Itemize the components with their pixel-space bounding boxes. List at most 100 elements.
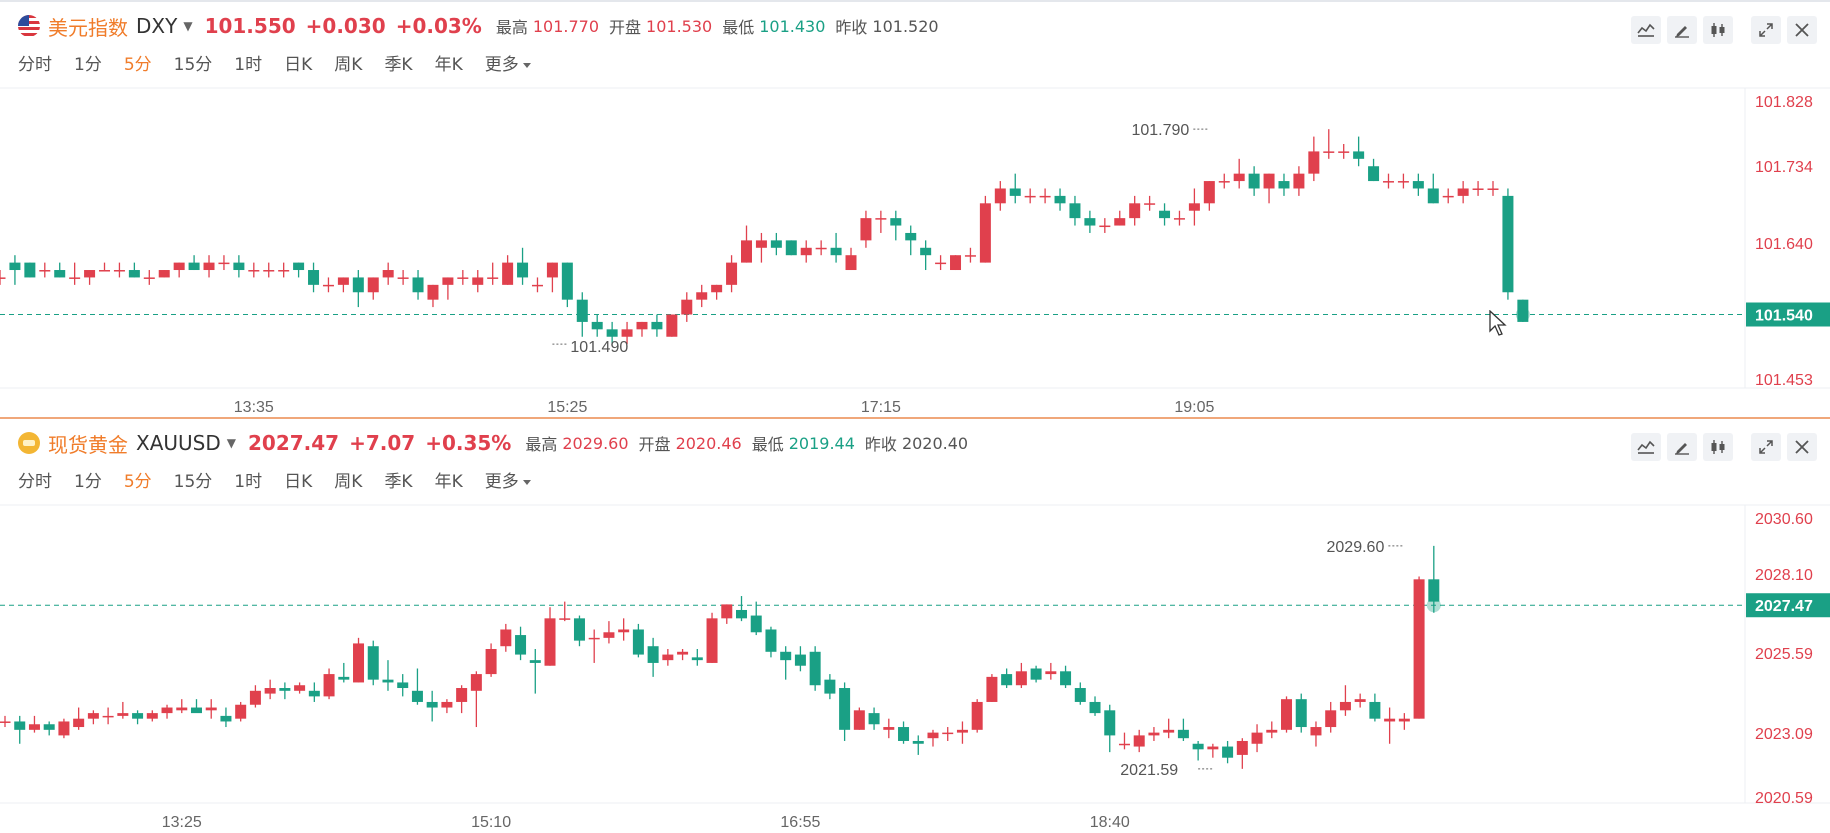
- expand-icon[interactable]: [1751, 433, 1781, 461]
- period-tabs: 分时 1分 5分 15分 1时 日K 周K 季K 年K 更多: [18, 50, 553, 75]
- candle-body: [1398, 718, 1410, 722]
- candle-body: [868, 713, 880, 725]
- indicator-icon[interactable]: [1631, 16, 1661, 44]
- tab-yearly[interactable]: 年K: [434, 55, 463, 75]
- candle-body: [173, 262, 185, 271]
- tab-more[interactable]: 更多: [485, 50, 531, 75]
- tab-daily[interactable]: 日K: [284, 472, 313, 492]
- candle-body: [14, 721, 26, 730]
- candle-body: [691, 657, 703, 661]
- candle-body: [248, 270, 260, 272]
- candle-body: [1173, 218, 1185, 220]
- candle-body: [235, 704, 247, 719]
- tab-daily[interactable]: 日K: [284, 55, 313, 75]
- x-tick-label: 17:15: [861, 399, 901, 416]
- expand-icon[interactable]: [1751, 16, 1781, 44]
- instrument-name[interactable]: 现货黄金: [48, 432, 128, 457]
- tab-15min[interactable]: 15分: [173, 472, 213, 492]
- high-value: 101.770: [532, 16, 600, 36]
- candle-body: [367, 646, 379, 680]
- candle-body: [84, 270, 96, 278]
- draw-pen-icon[interactable]: [1667, 433, 1697, 461]
- tab-timeshare[interactable]: 分时: [18, 55, 52, 75]
- tab-quarterly[interactable]: 季K: [384, 472, 413, 492]
- tab-5min[interactable]: 5分: [123, 55, 152, 75]
- tab-yearly[interactable]: 年K: [434, 472, 463, 492]
- candle-body: [382, 679, 394, 683]
- candle-body: [1024, 195, 1036, 198]
- tab-1min[interactable]: 1分: [74, 55, 102, 75]
- draw-pen-icon[interactable]: [1667, 16, 1697, 44]
- gold-coin-icon: [18, 432, 40, 454]
- candle-body: [502, 262, 514, 285]
- candle-body: [573, 618, 585, 641]
- candle-body: [800, 247, 812, 256]
- candle-body: [102, 715, 114, 718]
- last-price: 2027.47: [248, 431, 340, 455]
- instrument-code[interactable]: XAUUSD: [136, 431, 221, 455]
- candle-body: [69, 277, 81, 279]
- xauusd-candlestick-chart[interactable]: 2030.60 2028.10 2025.59 2023.09 2020.59 2027.…: [0, 419, 1830, 833]
- close-icon[interactable]: [1787, 16, 1817, 44]
- tab-1min[interactable]: 1分: [74, 472, 102, 492]
- candle-body: [470, 674, 482, 691]
- candle-body: [397, 682, 409, 689]
- candle-body: [1084, 218, 1096, 226]
- candle-body: [1397, 181, 1409, 183]
- candle-body: [666, 314, 678, 337]
- dxy-candlestick-chart[interactable]: 101.828 101.734 101.640 101.453 101.540 101.7…: [0, 2, 1830, 419]
- candle-body: [441, 701, 453, 708]
- max-price-label: 2029.60: [1327, 539, 1385, 556]
- open-label: 开盘: [638, 435, 671, 454]
- last-price-glow: [1426, 598, 1441, 613]
- candle-body: [1413, 579, 1425, 719]
- tab-quarterly[interactable]: 季K: [384, 55, 413, 75]
- prev-close-label: 昨收: [835, 18, 868, 37]
- candle-body: [1308, 151, 1320, 174]
- candle-body: [352, 277, 364, 293]
- chevron-down-icon[interactable]: ▼: [226, 436, 236, 450]
- candle-body: [912, 740, 924, 744]
- candle-body: [1039, 195, 1051, 198]
- tab-15min[interactable]: 15分: [173, 55, 213, 75]
- candle-body: [322, 284, 334, 287]
- instrument-code[interactable]: DXY: [136, 14, 178, 38]
- tab-1hour[interactable]: 1时: [234, 55, 263, 75]
- candle-body: [830, 247, 842, 256]
- instrument-name[interactable]: 美元指数: [48, 15, 128, 40]
- candle-body: [815, 247, 827, 250]
- candle-body: [1074, 688, 1086, 702]
- tab-1hour[interactable]: 1时: [234, 472, 263, 492]
- candle-type-icon[interactable]: [1703, 16, 1733, 44]
- min-price-label: 2021.59: [1120, 762, 1178, 779]
- candle-body: [1353, 151, 1365, 159]
- candle-body: [176, 707, 188, 711]
- candle-body: [785, 240, 797, 256]
- candle-type-icon[interactable]: [1703, 433, 1733, 461]
- candle-body: [1207, 746, 1219, 750]
- candle-body: [1177, 729, 1189, 739]
- candle-body: [755, 240, 767, 248]
- candle-body: [770, 240, 782, 248]
- candle-body: [1354, 699, 1366, 702]
- open-value: 2020.46: [675, 433, 742, 453]
- candle-body: [677, 651, 689, 655]
- candle-body: [188, 262, 200, 271]
- candle-body: [1427, 188, 1439, 204]
- tab-timeshare[interactable]: 分时: [18, 472, 52, 492]
- indicator-icon[interactable]: [1631, 433, 1661, 461]
- tab-weekly[interactable]: 周K: [334, 55, 363, 75]
- tab-5min[interactable]: 5分: [123, 472, 152, 492]
- tab-weekly[interactable]: 周K: [334, 472, 363, 492]
- candle-body: [517, 262, 529, 278]
- close-icon[interactable]: [1787, 433, 1817, 461]
- candle-body: [308, 270, 320, 285]
- candle-body: [487, 277, 499, 279]
- candle-body: [606, 329, 618, 337]
- candle-body: [1384, 718, 1396, 722]
- candle-body: [412, 277, 424, 293]
- tab-more[interactable]: 更多: [485, 467, 531, 492]
- candle-body: [1188, 203, 1200, 211]
- candle-body: [845, 255, 857, 271]
- chevron-down-icon[interactable]: ▼: [183, 19, 193, 33]
